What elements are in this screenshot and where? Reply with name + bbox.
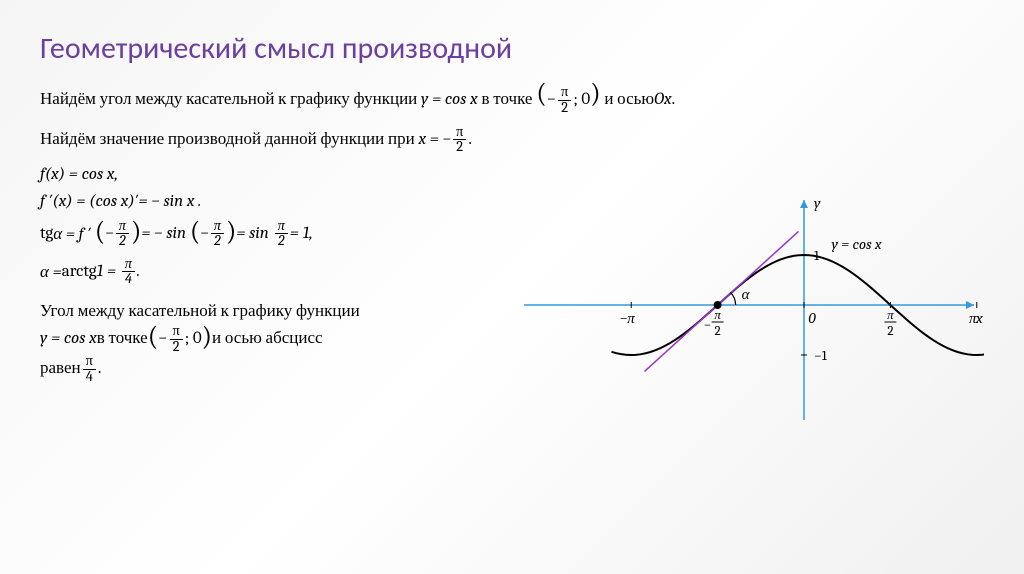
eq-fprime: f ′(x) = (cos x)′= − sin x . (40, 192, 540, 211)
svg-text:π: π (714, 308, 721, 323)
chart: xyα−π−π20π2π1−1y = cos x (524, 190, 984, 420)
svg-text:y = cos x: y = cos x (832, 235, 882, 253)
svg-text:y: y (814, 194, 821, 212)
page-title: Геометрический смысл производной (40, 30, 984, 67)
svg-text:α: α (742, 285, 751, 303)
eq-fx: f(x) = cos x, (40, 165, 540, 184)
intro-line-1: Найдём угол между касательной к графику … (40, 85, 984, 115)
eq-alpha: α = arctg 1 = π4. (40, 257, 540, 287)
svg-text:−1: −1 (814, 347, 828, 364)
svg-text:π: π (969, 309, 977, 327)
svg-text:2: 2 (715, 324, 721, 339)
conclusion: Угол между касательной к графику функции… (40, 299, 540, 384)
svg-text:2: 2 (887, 324, 893, 339)
svg-text:−π: −π (620, 309, 636, 327)
intro-line-2: Найдём значение производной данной функц… (40, 125, 984, 155)
svg-text:π: π (887, 308, 894, 323)
chart-svg: xyα−π−π20π2π1−1y = cos x (524, 190, 984, 420)
eq-tangent: tg α = f ′ (−π2) = − sin (−π2) = sin π2 … (40, 219, 540, 249)
svg-text:0: 0 (808, 309, 816, 327)
svg-text:1: 1 (814, 247, 820, 264)
svg-text:−: − (704, 316, 712, 333)
